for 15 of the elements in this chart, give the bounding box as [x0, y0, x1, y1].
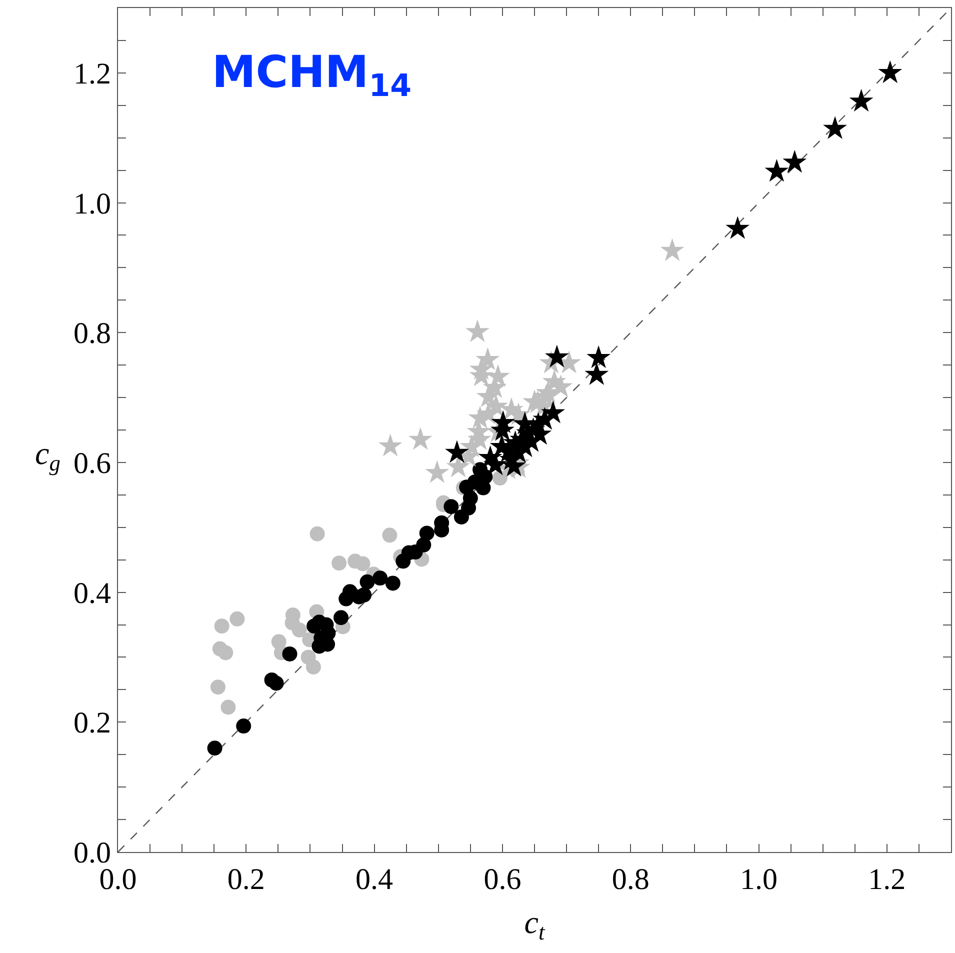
y-axis-title: c$_{g}$ — [35, 435, 60, 476]
y-tick-label: 1.2 — [74, 57, 111, 90]
x-tick-label: 1.0 — [740, 863, 778, 896]
x-tick-label: 0.6 — [484, 863, 522, 896]
x-tick-label: 1.2 — [868, 863, 906, 896]
x-axis-title: c$_{t}$ — [524, 904, 546, 945]
y-tick-label: 0.2 — [74, 706, 111, 740]
y-tick-label: 1.0 — [74, 187, 111, 220]
annotation: MCHM$_{14}$ — [212, 47, 412, 104]
y-tick-label: 0.4 — [74, 576, 111, 610]
y-tick-label: 0.6 — [74, 446, 111, 480]
x-tick-label: 0.2 — [227, 863, 265, 896]
x-tick-label: 0.8 — [612, 863, 650, 896]
x-tick-label: 0.4 — [356, 863, 394, 896]
y-tick-label: 0.8 — [74, 317, 111, 350]
